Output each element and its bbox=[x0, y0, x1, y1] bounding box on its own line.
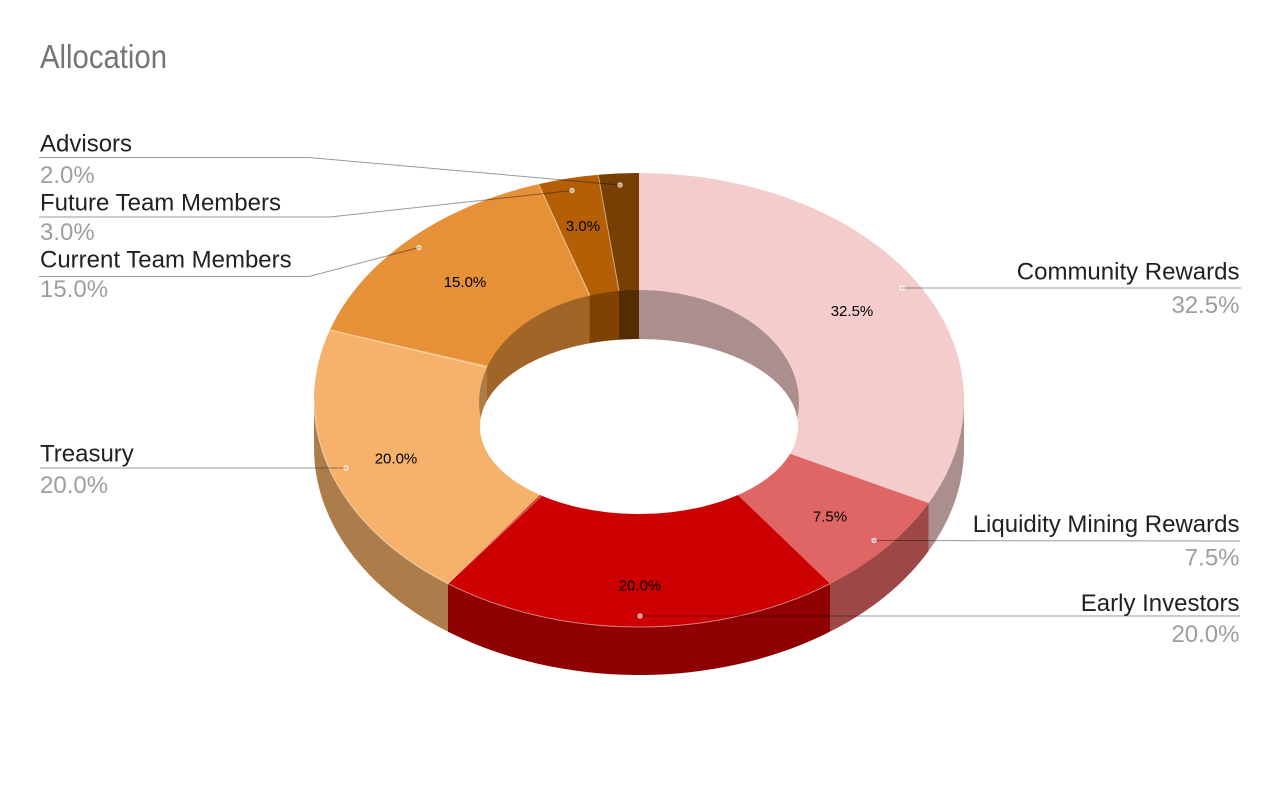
svg-text:Treasury: Treasury bbox=[40, 441, 134, 468]
svg-text:20.0%: 20.0% bbox=[40, 472, 108, 499]
svg-text:32.5%: 32.5% bbox=[831, 303, 874, 320]
svg-text:Allocation: Allocation bbox=[40, 38, 167, 75]
svg-text:20.0%: 20.0% bbox=[375, 451, 418, 468]
svg-text:20.0%: 20.0% bbox=[619, 578, 662, 595]
svg-text:7.5%: 7.5% bbox=[813, 509, 847, 526]
svg-text:Early Investors: Early Investors bbox=[1081, 590, 1240, 617]
svg-text:3.0%: 3.0% bbox=[40, 219, 95, 246]
svg-text:3.0%: 3.0% bbox=[566, 218, 600, 235]
svg-text:32.5%: 32.5% bbox=[1171, 292, 1239, 319]
svg-text:Liquidity Mining Rewards: Liquidity Mining Rewards bbox=[973, 511, 1240, 538]
svg-text:15.0%: 15.0% bbox=[40, 276, 108, 303]
svg-text:20.0%: 20.0% bbox=[1171, 621, 1239, 648]
svg-text:2.0%: 2.0% bbox=[40, 162, 95, 189]
svg-text:Community Rewards: Community Rewards bbox=[1017, 259, 1240, 286]
svg-text:15.0%: 15.0% bbox=[444, 274, 487, 291]
svg-text:Current Team Members: Current Team Members bbox=[40, 247, 292, 274]
svg-text:7.5%: 7.5% bbox=[1185, 545, 1240, 572]
svg-text:Advisors: Advisors bbox=[40, 131, 132, 158]
svg-text:Future Team Members: Future Team Members bbox=[40, 190, 281, 217]
